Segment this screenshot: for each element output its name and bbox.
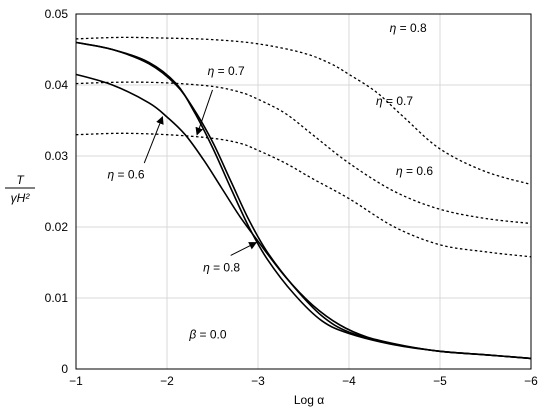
y-axis-label-numerator: T [16,173,25,187]
annotation-label: η = 0.8 [203,261,240,275]
series-lines [75,36,532,360]
series-line-solid [75,73,532,360]
series-line-solid [75,41,532,360]
series-line-solid [75,41,532,360]
y-tick-label: 0.03 [45,149,69,163]
series-line-dotted [75,36,532,186]
x-tick-label: −1 [69,374,83,388]
x-tick-label: −2 [160,374,174,388]
y-tick-label: 0 [61,362,68,376]
y-tick-label: 0.05 [45,7,69,21]
annotation-arrow [143,116,164,164]
plot-frame [75,13,532,370]
y-tick-label: 0.04 [45,78,69,92]
annotation-label: η = 0.7 [208,64,245,78]
x-tick-label: −4 [342,374,356,388]
x-tick-label: −6 [524,374,538,388]
annotation-label: η = 0.8 [390,21,427,35]
x-axis-label: Log α [294,393,324,407]
tick-labels: −1 −2 −3 −4 −5 −6 0 0.01 0.02 0.03 0.04 0.05 [45,7,539,388]
annotation-label: η = 0.6 [396,164,433,178]
y-axis-label-denominator: γH² [11,191,31,205]
gridlines [75,13,532,370]
annotation-arrow [195,89,213,136]
x-tick-label: −3 [251,374,265,388]
annotation-label: η = 0.6 [108,168,145,182]
x-tick-label: −5 [433,374,447,388]
y-tick-label: 0.01 [45,291,69,305]
series-line-dotted [75,132,532,258]
annotation-arrows [143,89,258,256]
annotation-arrow [230,242,258,256]
annotation-label: β = 0.0 [188,327,227,341]
series-line-dotted [75,81,532,225]
y-tick-label: 0.02 [45,220,69,234]
annotation-label: η = 0.7 [376,94,413,108]
annotations: η = 0.8 η = 0.7 η = 0.6 η = 0.7 η = 0.6 η = 0… [108,21,434,342]
